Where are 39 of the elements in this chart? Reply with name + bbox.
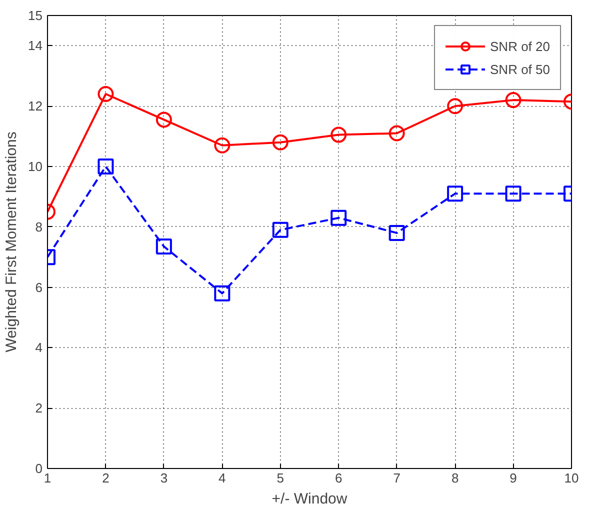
point — [272, 134, 288, 150]
y-tick-label: 15 — [28, 8, 43, 23]
point — [98, 86, 114, 102]
point — [505, 92, 522, 108]
point — [156, 112, 172, 128]
point — [156, 238, 172, 255]
y-tick-label: 4 — [35, 340, 43, 356]
point — [214, 137, 230, 154]
x-tick-label: 1 — [44, 470, 52, 486]
point — [330, 126, 347, 143]
point — [98, 158, 114, 174]
point — [505, 186, 522, 202]
x-tick-label: 10 — [564, 470, 579, 486]
x-tick-label: 4 — [218, 470, 226, 486]
y-tick-label: 14 — [28, 38, 43, 54]
y-tick-label: 8 — [35, 219, 43, 234]
y-tick-label: 2 — [35, 400, 43, 416]
y-tick-label: 12 — [28, 98, 43, 114]
x-tick-label: 2 — [102, 470, 110, 486]
legend-label: SNR of 50 — [490, 62, 550, 76]
x-tick-label: 9 — [510, 470, 517, 486]
point — [330, 210, 347, 226]
y-tick-label: 6 — [35, 280, 43, 295]
y-tick-label: 10 — [28, 159, 43, 174]
y-axis-title: Weighted First Moment Iterations — [3, 132, 20, 352]
y-tick-label: 0 — [35, 461, 43, 476]
x-tick-label: 3 — [160, 470, 168, 486]
x-tick-label: 6 — [334, 470, 342, 486]
point — [447, 186, 464, 202]
x-tick-label: 5 — [276, 470, 284, 486]
point — [447, 98, 464, 114]
point — [214, 285, 230, 302]
x-tick-label: 8 — [451, 470, 459, 486]
point — [272, 222, 288, 238]
x-axis-title: +/- Window — [272, 490, 348, 508]
point — [388, 125, 405, 142]
x-tick-label: 7 — [393, 470, 400, 486]
legend-label: SNR of 20 — [490, 38, 550, 54]
point — [388, 224, 405, 241]
